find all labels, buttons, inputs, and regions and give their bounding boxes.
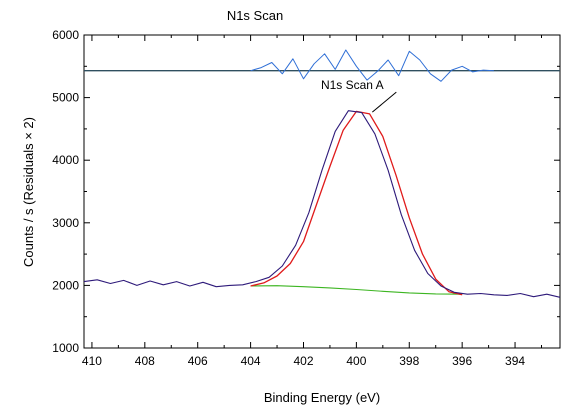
x-axis-label: Binding Energy (eV) [264, 390, 380, 405]
chart-title: N1s Scan [227, 8, 283, 23]
y-axis-label: Counts / s (Residuals × 2) [21, 117, 36, 267]
x-tick-label-410: 410 [82, 354, 102, 368]
background-series-line [250, 285, 463, 295]
envelope-series-line [250, 110, 463, 296]
x-tick-label-396: 396 [452, 354, 472, 368]
y-axis: 1000 2000 3000 4000 5000 6000 [52, 28, 560, 355]
x-tick-label-394: 394 [505, 354, 525, 368]
x-axis: 410 408 406 404 402 400 398 396 394 [82, 35, 542, 368]
y-tick-label-1000: 1000 [52, 341, 79, 355]
residual-series-line [250, 49, 494, 82]
annotation-leader-line [371, 91, 397, 113]
y-tick-label-5000: 5000 [52, 91, 79, 105]
series-layer [83, 49, 561, 298]
y-tick-label-4000: 4000 [52, 153, 79, 167]
y-tick-label-3000: 3000 [52, 216, 79, 230]
x-tick-label-398: 398 [399, 354, 419, 368]
raw-series-line [83, 110, 561, 298]
y-tick-label-2000: 2000 [52, 278, 79, 292]
x-tick-label-400: 400 [346, 354, 366, 368]
y-tick-label-6000: 6000 [52, 28, 79, 42]
x-tick-label-402: 402 [293, 354, 313, 368]
x-tick-label-408: 408 [135, 354, 155, 368]
x-tick-label-404: 404 [241, 354, 261, 368]
annotation-label: N1s Scan A [321, 78, 384, 92]
x-tick-label-406: 406 [188, 354, 208, 368]
